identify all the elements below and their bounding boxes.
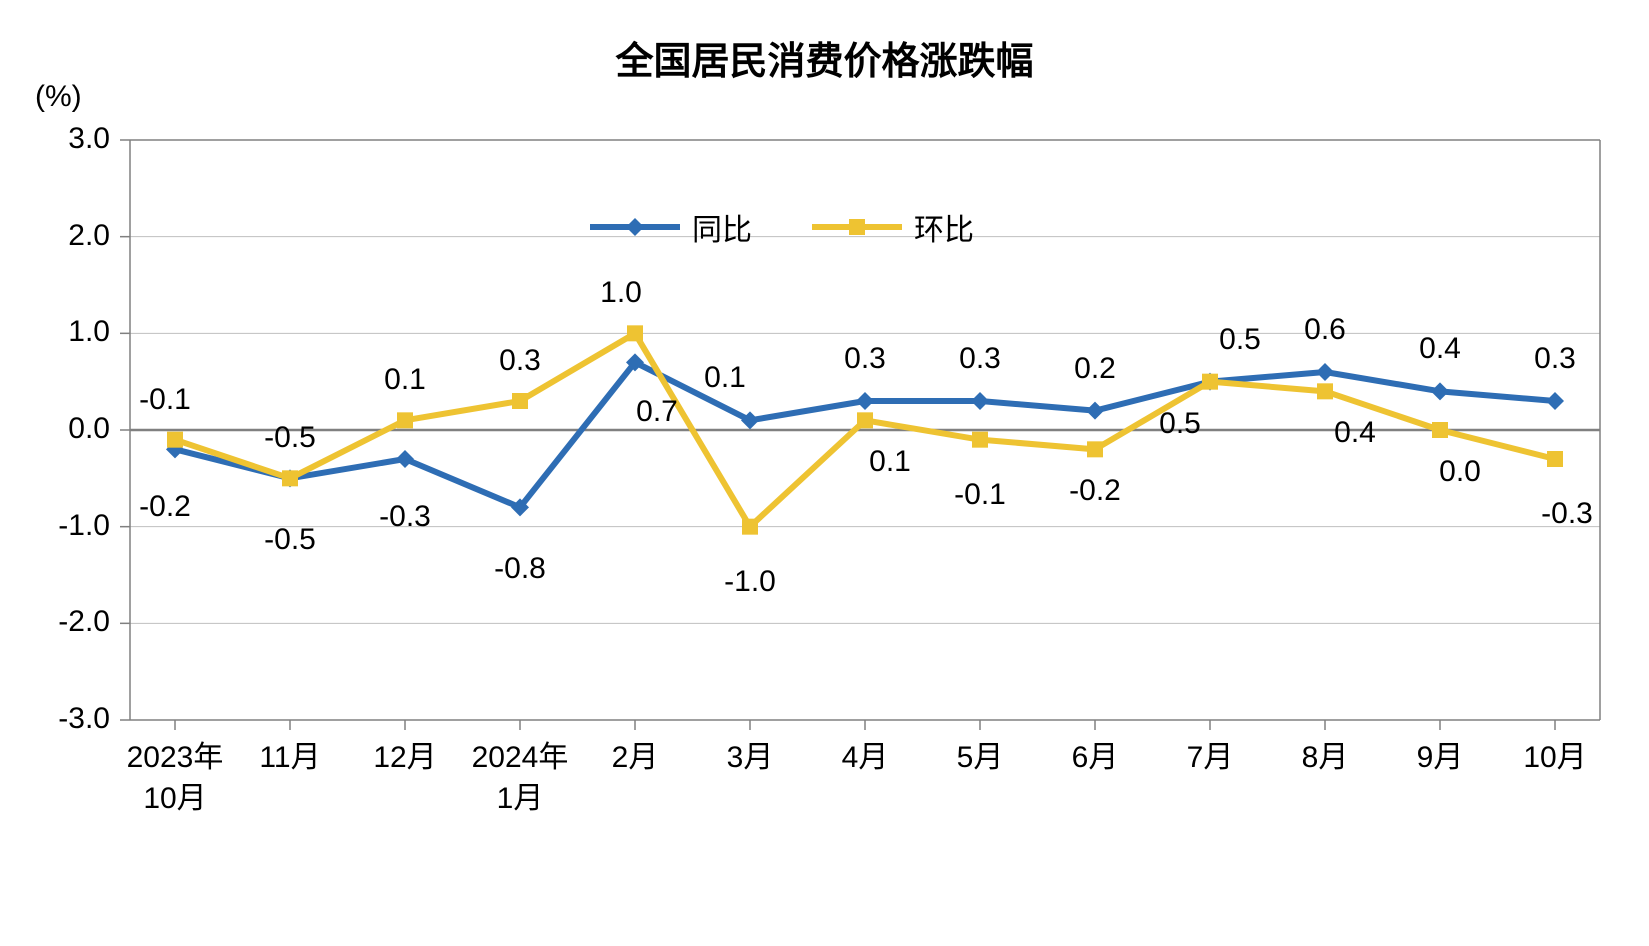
data-label-环比: -0.5 [264,421,316,455]
y-tick-label: 1.0 [30,315,110,349]
data-label-环比: 0.3 [499,344,541,378]
series-marker-环比 [1432,422,1448,438]
data-label-环比: -0.1 [954,478,1006,512]
legend-swatch-icon [590,215,680,239]
y-tick-label: -1.0 [30,509,110,543]
data-label-同比: 0.4 [1419,332,1461,366]
series-marker-环比 [1087,441,1103,457]
legend-item: 同比 [590,205,752,249]
series-marker-环比 [282,470,298,486]
series-marker-环比 [512,393,528,409]
chart-legend: 同比 环比 [590,205,974,249]
series-marker-同比 [971,392,989,410]
legend-label: 环比 [914,205,974,249]
series-marker-环比 [742,519,758,535]
data-label-同比: 0.3 [844,342,886,376]
data-label-同比: 0.2 [1074,352,1116,386]
data-label-环比: 0.4 [1334,416,1376,450]
data-label-同比: -0.3 [379,500,431,534]
y-tick-label: 0.0 [30,412,110,446]
series-marker-环比 [1317,383,1333,399]
chart-svg [0,0,1649,946]
data-label-同比: -0.8 [494,552,546,586]
data-label-环比: -0.1 [139,383,191,417]
y-tick-label: -2.0 [30,605,110,639]
data-label-同比: 0.5 [1219,323,1261,357]
series-marker-同比 [1546,392,1564,410]
data-label-同比: 0.7 [636,395,678,429]
data-label-环比: 1.0 [600,276,642,310]
series-marker-环比 [167,432,183,448]
data-label-环比: -0.2 [1069,474,1121,508]
data-label-环比: 0.1 [384,363,426,397]
data-label-环比: -1.0 [724,565,776,599]
series-marker-环比 [397,412,413,428]
legend-item: 环比 [812,205,974,249]
series-marker-同比 [1316,363,1334,381]
data-label-同比: 0.3 [959,342,1001,376]
data-label-同比: -0.5 [264,523,316,557]
series-marker-环比 [1202,374,1218,390]
legend-label: 同比 [692,205,752,249]
data-label-环比: 0.5 [1159,407,1201,441]
series-marker-同比 [1431,382,1449,400]
y-tick-label: -3.0 [30,702,110,736]
data-label-环比: -0.3 [1541,497,1593,531]
data-label-同比: -0.2 [139,490,191,524]
cpi-chart: 全国居民消费价格涨跌幅 (%) -3.0-2.0-1.00.01.02.03.0… [0,0,1649,946]
data-label-同比: 0.1 [704,361,746,395]
data-label-同比: 0.6 [1304,313,1346,347]
data-label-同比: 0.3 [1534,342,1576,376]
series-marker-同比 [1086,402,1104,420]
data-label-环比: 0.1 [869,445,911,479]
x-tick-label: 10月 [1485,738,1625,779]
series-marker-环比 [1547,451,1563,467]
y-tick-label: 3.0 [30,122,110,156]
legend-swatch-icon [812,215,902,239]
series-marker-环比 [627,325,643,341]
data-label-环比: 0.0 [1439,455,1481,489]
series-marker-环比 [972,432,988,448]
series-marker-环比 [857,412,873,428]
series-marker-同比 [396,450,414,468]
y-tick-label: 2.0 [30,219,110,253]
series-marker-同比 [856,392,874,410]
